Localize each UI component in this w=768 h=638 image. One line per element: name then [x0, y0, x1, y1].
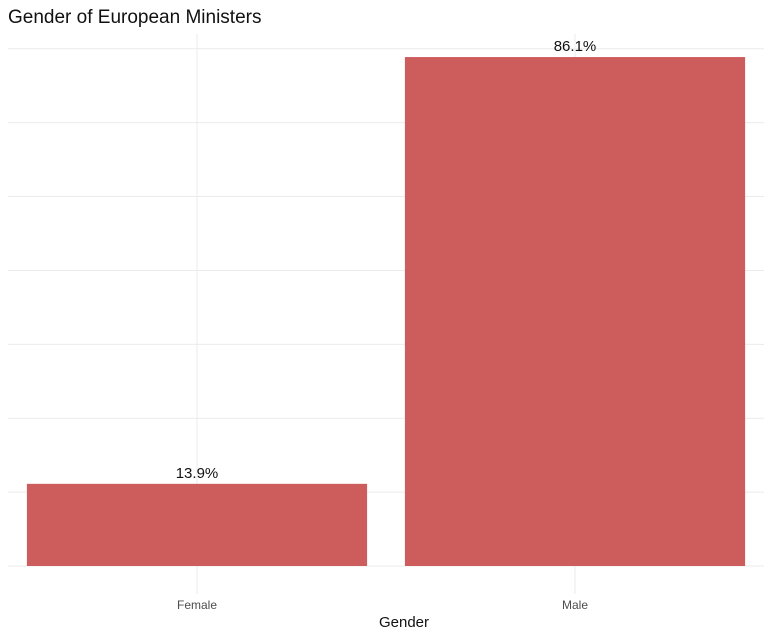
chart-title: Gender of European Ministers [8, 7, 261, 28]
bar-female [26, 483, 368, 566]
bar-layer [26, 57, 746, 566]
label-layer: 13.9% Female 86.1% Male [176, 38, 597, 612]
x-tick-label-male: Male [562, 598, 588, 612]
x-axis-title: Gender [379, 614, 429, 631]
data-label-female: 13.9% [176, 465, 219, 482]
x-tick-label-female: Female [177, 598, 217, 612]
data-label-male: 86.1% [554, 38, 597, 55]
bar-male [404, 57, 746, 566]
